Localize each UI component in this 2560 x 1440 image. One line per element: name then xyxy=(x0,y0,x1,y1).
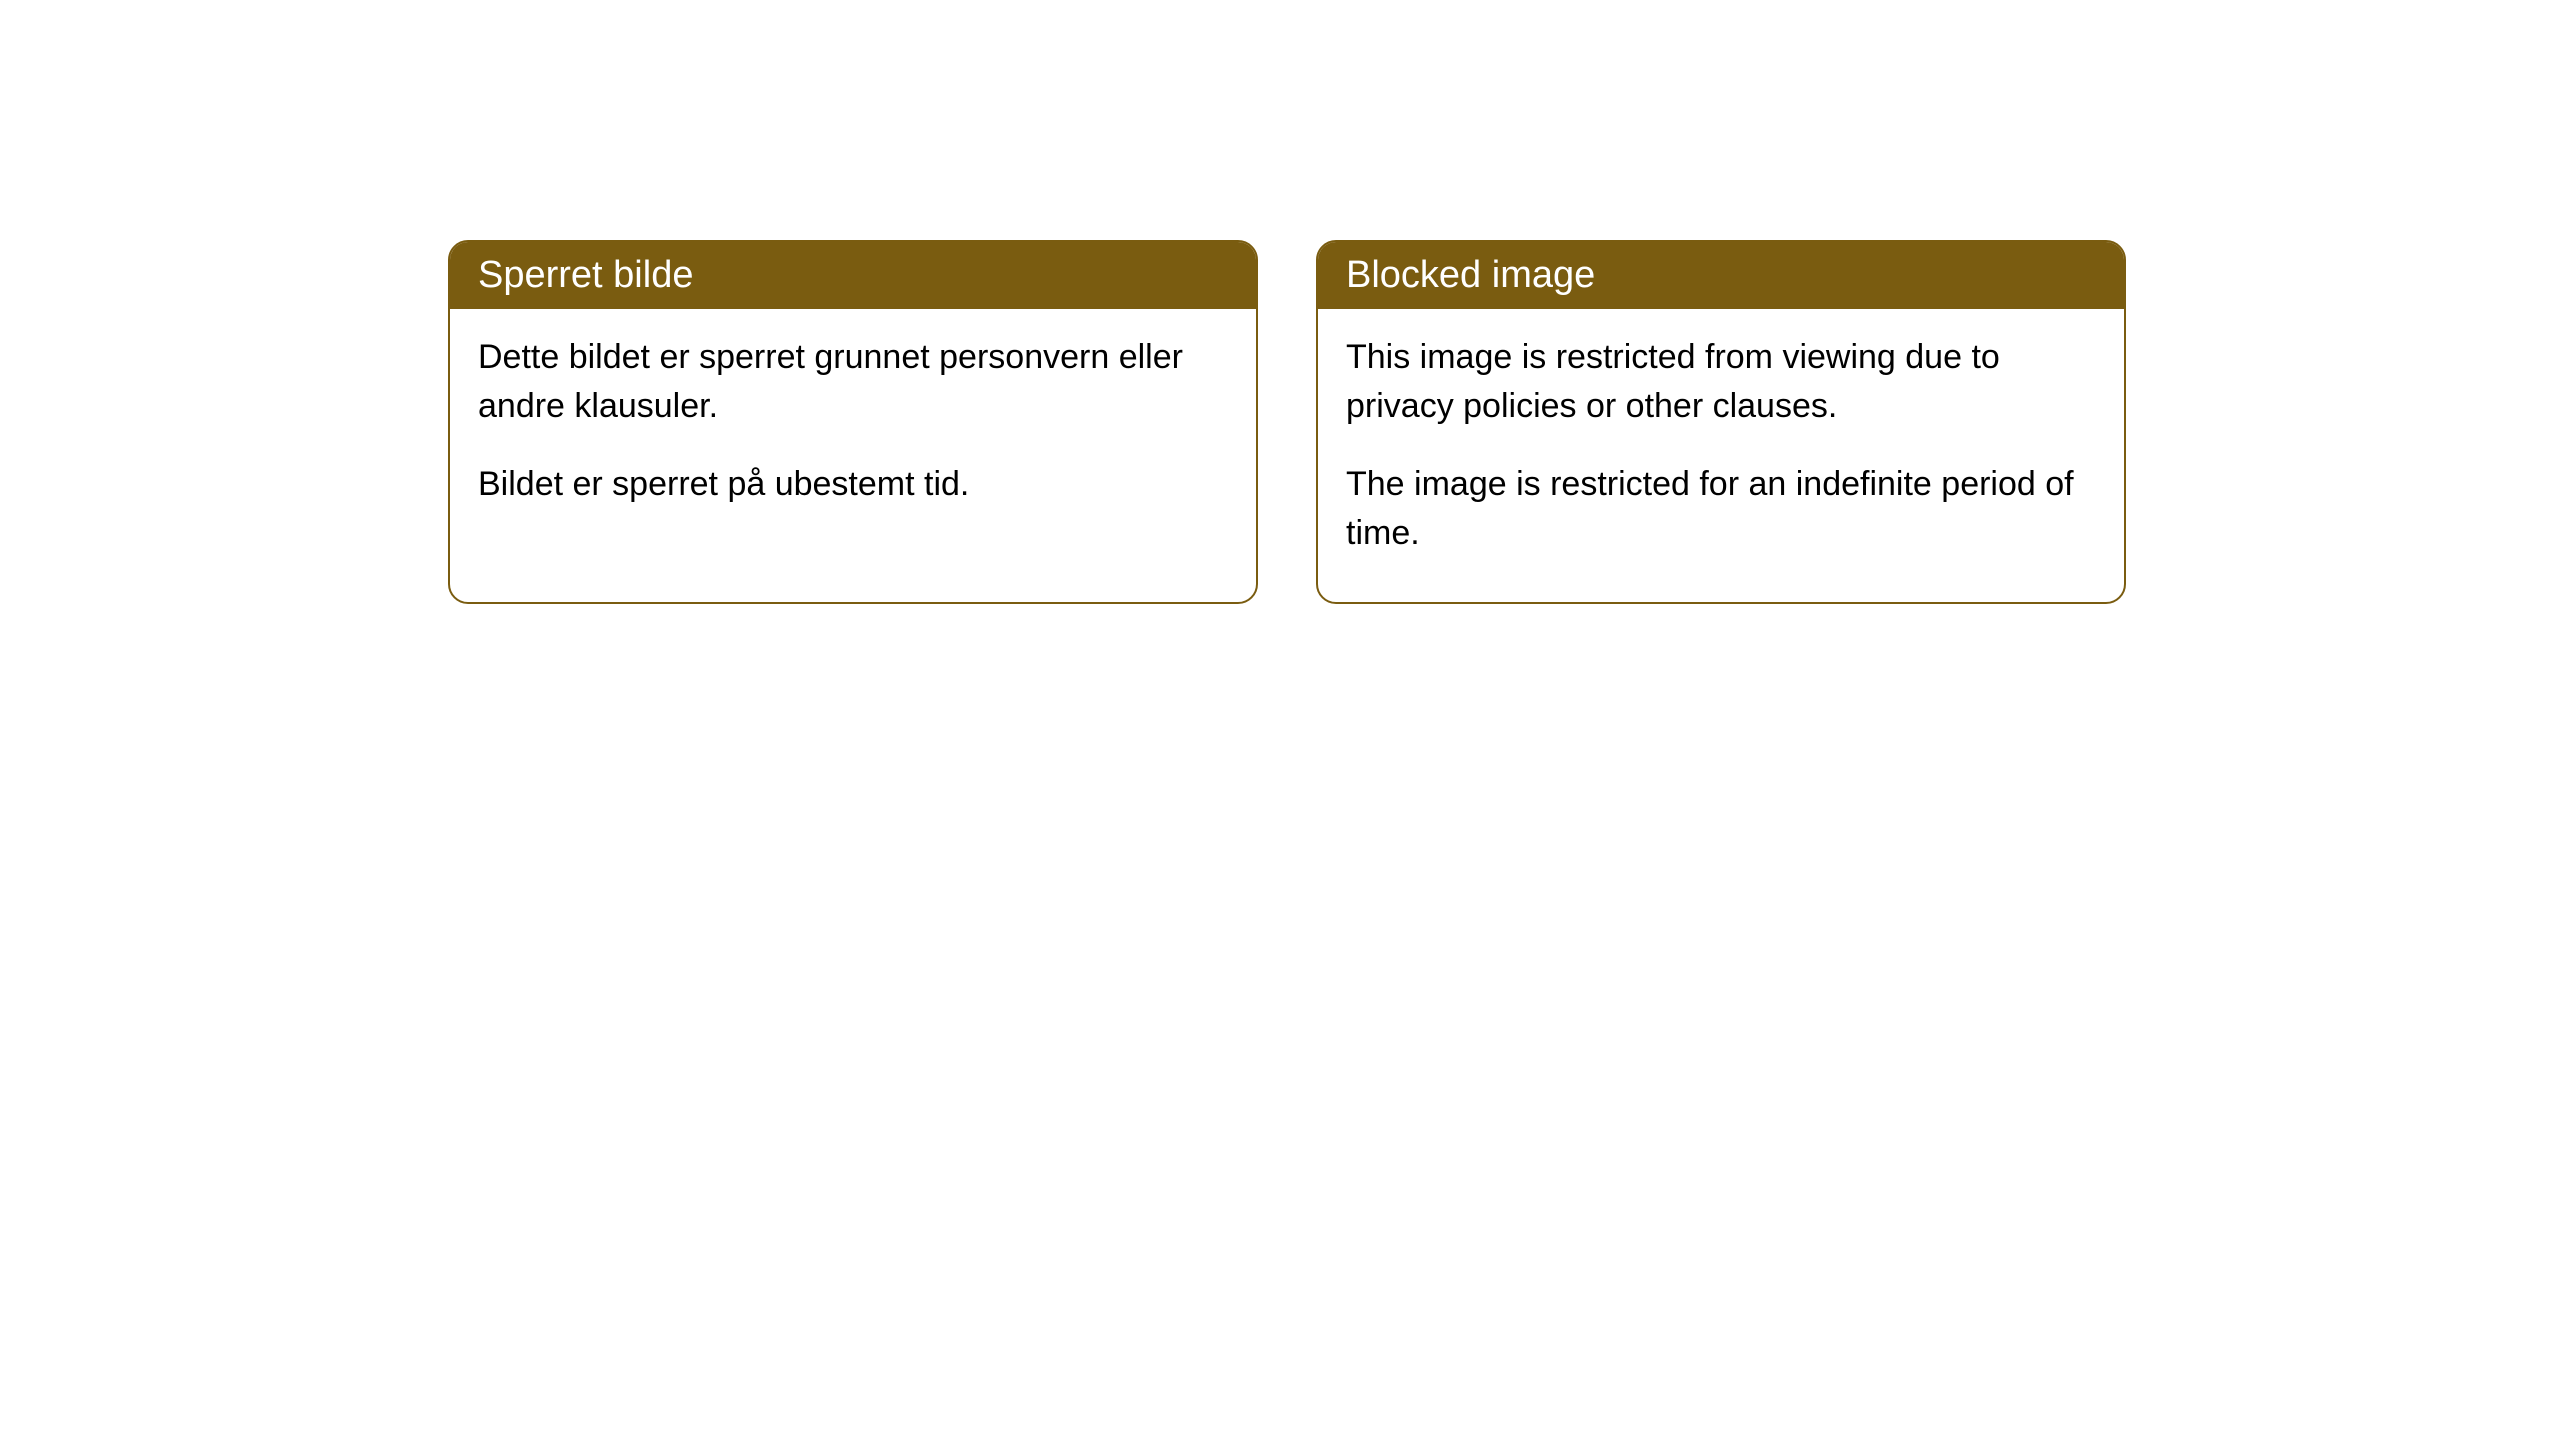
card-title: Blocked image xyxy=(1318,242,2124,309)
notice-cards-container: Sperret bilde Dette bildet er sperret gr… xyxy=(448,240,2126,604)
card-paragraph: Bildet er sperret på ubestemt tid. xyxy=(478,460,1228,509)
card-paragraph: The image is restricted for an indefinit… xyxy=(1346,460,2096,559)
card-title: Sperret bilde xyxy=(450,242,1256,309)
notice-card-norwegian: Sperret bilde Dette bildet er sperret gr… xyxy=(448,240,1258,604)
card-body: This image is restricted from viewing du… xyxy=(1318,309,2124,602)
card-paragraph: Dette bildet er sperret grunnet personve… xyxy=(478,333,1228,432)
card-paragraph: This image is restricted from viewing du… xyxy=(1346,333,2096,432)
notice-card-english: Blocked image This image is restricted f… xyxy=(1316,240,2126,604)
card-body: Dette bildet er sperret grunnet personve… xyxy=(450,309,1256,553)
